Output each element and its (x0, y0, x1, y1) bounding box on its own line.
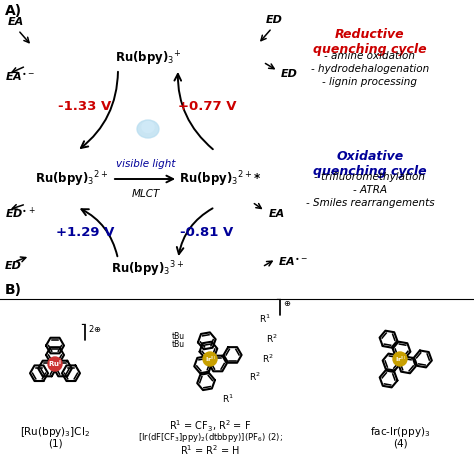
Text: Ru(bpy)$_3$$^{+}$: Ru(bpy)$_3$$^{+}$ (115, 50, 181, 68)
Circle shape (203, 352, 217, 366)
Text: R$^1$ = R$^2$ = H: R$^1$ = R$^2$ = H (180, 443, 240, 457)
Text: B): B) (5, 283, 22, 297)
Text: ED$^{\bullet+}$: ED$^{\bullet+}$ (5, 205, 36, 221)
Text: visible light: visible light (116, 159, 176, 169)
Text: $\oplus$: $\oplus$ (283, 300, 291, 309)
Text: EA: EA (8, 17, 24, 27)
Text: - trifluoromethylation: - trifluoromethylation (315, 172, 426, 182)
Text: $\rceil$: $\rceil$ (79, 321, 87, 343)
Text: EA$^{\bullet-}$: EA$^{\bullet-}$ (5, 71, 36, 83)
Text: Ir$^{\rm III}$: Ir$^{\rm III}$ (205, 355, 215, 364)
Text: ED: ED (281, 69, 298, 79)
Text: ED: ED (265, 15, 283, 25)
Circle shape (393, 352, 407, 366)
Text: R$^2$: R$^2$ (266, 333, 278, 345)
Text: Ru(bpy)$_3$$^{2+}$*: Ru(bpy)$_3$$^{2+}$* (179, 169, 261, 189)
Text: tBu: tBu (172, 332, 185, 341)
Text: Reductive: Reductive (335, 27, 405, 40)
Text: -1.33 V: -1.33 V (58, 100, 111, 112)
Text: quenching cycle: quenching cycle (313, 164, 427, 177)
Text: R$^2$: R$^2$ (249, 371, 261, 383)
Ellipse shape (142, 121, 154, 133)
Text: [Ir(dF[CF$_3$]ppy)$_2$(dtbbpy)](PF$_6$) (2);: [Ir(dF[CF$_3$]ppy)$_2$(dtbbpy)](PF$_6$) … (137, 431, 283, 445)
Text: - amine oxidation: - amine oxidation (325, 51, 416, 61)
Text: +1.29 V: +1.29 V (56, 226, 114, 238)
Ellipse shape (137, 120, 159, 138)
Text: - ATRA: - ATRA (353, 185, 387, 195)
Text: R$^1$ = CF$_3$, R$^2$ = F: R$^1$ = CF$_3$, R$^2$ = F (169, 418, 251, 434)
Text: tBu: tBu (172, 340, 185, 349)
Text: A): A) (5, 4, 22, 18)
Circle shape (48, 357, 62, 371)
Text: Ru$^{\rm II}$: Ru$^{\rm II}$ (47, 358, 63, 370)
Text: +0.77 V: +0.77 V (178, 100, 236, 112)
Text: ED: ED (5, 261, 22, 271)
Text: Ir$^{\rm III}$: Ir$^{\rm III}$ (394, 355, 405, 364)
Text: quenching cycle: quenching cycle (313, 43, 427, 55)
Text: Oxidative: Oxidative (337, 149, 404, 163)
Text: EA: EA (269, 209, 285, 219)
Text: -0.81 V: -0.81 V (181, 226, 234, 238)
Text: - lignin processing: - lignin processing (322, 77, 418, 87)
Text: R$^1$: R$^1$ (259, 313, 271, 325)
Text: R$^1$: R$^1$ (222, 393, 234, 405)
Text: (4): (4) (392, 439, 407, 449)
Text: $\rceil$: $\rceil$ (274, 296, 282, 318)
Text: MLCT: MLCT (132, 189, 160, 199)
Text: R$^2$: R$^2$ (262, 353, 274, 365)
Text: Ru(bpy)$_3$$^{2+}$: Ru(bpy)$_3$$^{2+}$ (36, 169, 109, 189)
Text: - hydrodehalogenation: - hydrodehalogenation (311, 64, 429, 74)
Text: [Ru(bpy)$_3$]Cl$_2$: [Ru(bpy)$_3$]Cl$_2$ (20, 425, 90, 439)
Text: (1): (1) (48, 439, 62, 449)
Text: 2$\oplus$: 2$\oplus$ (88, 322, 101, 334)
Text: fac-Ir(ppy)$_3$: fac-Ir(ppy)$_3$ (370, 425, 430, 439)
Text: - Smiles rearrangements: - Smiles rearrangements (306, 198, 434, 208)
Text: Ru(bpy)$_3$$^{3+}$: Ru(bpy)$_3$$^{3+}$ (111, 259, 185, 279)
Text: EA$^{\bullet-}$: EA$^{\bullet-}$ (278, 256, 308, 268)
